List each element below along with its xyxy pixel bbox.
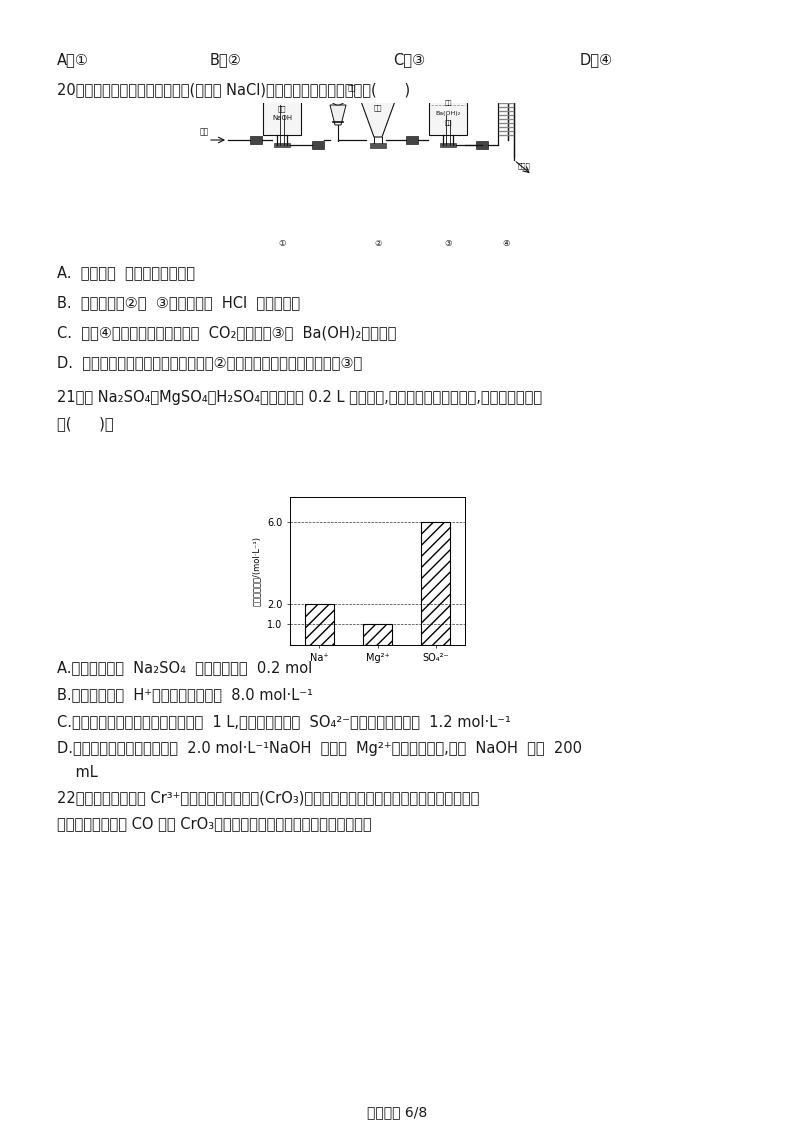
Text: Ba(OH)₂: Ba(OH)₂ — [435, 111, 461, 116]
Text: B.  必须在装置②、  ③间添加吸收  HCl  气体的装置: B. 必须在装置②、 ③间添加吸收 HCl 气体的装置 — [57, 295, 300, 310]
Polygon shape — [330, 104, 346, 125]
Text: D．④: D．④ — [580, 52, 613, 67]
Bar — [263, 80, 301, 135]
Bar — [406, 136, 418, 144]
Bar — [363, 624, 392, 645]
Bar — [429, 80, 467, 135]
Text: mL: mL — [57, 765, 98, 780]
Bar — [440, 143, 456, 147]
Text: 样品: 样品 — [374, 104, 382, 110]
Text: 20、实验室按如下装置测定纯碱(含少量 NaCl)的纯度。下列说法错误的是(      ): 20、实验室按如下装置测定纯碱(含少量 NaCl)的纯度。下列说法错误的是( ) — [57, 82, 410, 97]
Bar — [422, 522, 450, 645]
Text: 21、将 Na₂SO₄、MgSO₄、H₂SO₄溶于水配成 0.2 L 混合溶液,部分离子浓度如图所示,下列说法错误的: 21、将 Na₂SO₄、MgSO₄、H₂SO₄溶于水配成 0.2 L 混合溶液,… — [57, 390, 542, 405]
Text: NaOH: NaOH — [272, 115, 292, 121]
Text: 是(      )。: 是( )。 — [57, 416, 114, 431]
Text: 高一化学 6/8: 高一化学 6/8 — [367, 1105, 427, 1119]
Text: 溶液: 溶液 — [445, 100, 452, 106]
Text: A.  实验前，  应进行气密性检查: A. 实验前， 应进行气密性检查 — [57, 265, 195, 280]
Text: 碱石灰: 碱石灰 — [518, 162, 530, 168]
Text: 溶液: 溶液 — [278, 104, 287, 111]
Bar — [305, 604, 333, 645]
Bar — [476, 141, 488, 149]
Text: A．①: A．① — [57, 52, 89, 67]
Text: ①: ① — [278, 239, 286, 248]
Text: B.该混合溶液中  H⁺的物质的量浓度为  8.0 mol·L⁻¹: B.该混合溶液中 H⁺的物质的量浓度为 8.0 mol·L⁻¹ — [57, 687, 313, 702]
Text: C.若将该混合溶液加水稀释至体积为  1 L,则稀释后溶液中  SO₄²⁻的物质的量浓度为  1.2 mol·L⁻¹: C.若将该混合溶液加水稀释至体积为 1 L,则稀释后溶液中 SO₄²⁻的物质的量… — [57, 714, 511, 729]
Text: ④: ④ — [503, 239, 510, 248]
Text: 盐酸: 盐酸 — [348, 84, 357, 91]
Bar — [250, 136, 262, 144]
Bar — [312, 141, 324, 149]
Text: C．③: C．③ — [393, 52, 425, 67]
Text: C.  装置④的作用是防止空气中的  CO₂进入装置③与  Ba(OH)₂溶液反应: C. 装置④的作用是防止空气中的 CO₂进入装置③与 Ba(OH)₂溶液反应 — [57, 325, 396, 340]
Text: D.若向该混合溶液中逐渐加入  2.0 mol·L⁻¹NaOH  溶液至  Mg²⁺恰好完全沉淀,则需  NaOH  溶液  200: D.若向该混合溶液中逐渐加入 2.0 mol·L⁻¹NaOH 溶液至 Mg²⁺恰… — [57, 741, 582, 756]
Text: D.  反应结束时，应再通入空气将装置②中产生的气体完全转移到装置③中: D. 反应结束时，应再通入空气将装置②中产生的气体完全转移到装置③中 — [57, 355, 362, 369]
Y-axis label: 物质的量浓度/(mol·L⁻¹): 物质的量浓度/(mol·L⁻¹) — [252, 536, 261, 606]
Text: A.该混合溶液中  Na₂SO₄  的物质的量为  0.2 mol: A.该混合溶液中 Na₂SO₄ 的物质的量为 0.2 mol — [57, 660, 312, 675]
Text: ②: ② — [374, 239, 382, 248]
Circle shape — [330, 89, 346, 104]
Bar — [370, 143, 386, 148]
Text: ③: ③ — [445, 239, 452, 248]
Text: 22、六价铬有毒，而 Cr³⁺相对安全。工业含铬(CrO₃)废渣无害化处理的方法之一是干法解毒，用煤: 22、六价铬有毒，而 Cr³⁺相对安全。工业含铬(CrO₃)废渣无害化处理的方法… — [57, 789, 480, 805]
Text: 空气: 空气 — [200, 127, 210, 136]
Polygon shape — [354, 82, 402, 137]
Text: 不完全燃烧生成的 CO 还原 CrO₃。在实验室中模拟这一过程的装置如下：: 不完全燃烧生成的 CO 还原 CrO₃。在实验室中模拟这一过程的装置如下： — [57, 816, 372, 831]
Bar — [274, 143, 290, 147]
Text: B．②: B．② — [210, 52, 241, 67]
Text: 足量: 足量 — [445, 120, 452, 126]
